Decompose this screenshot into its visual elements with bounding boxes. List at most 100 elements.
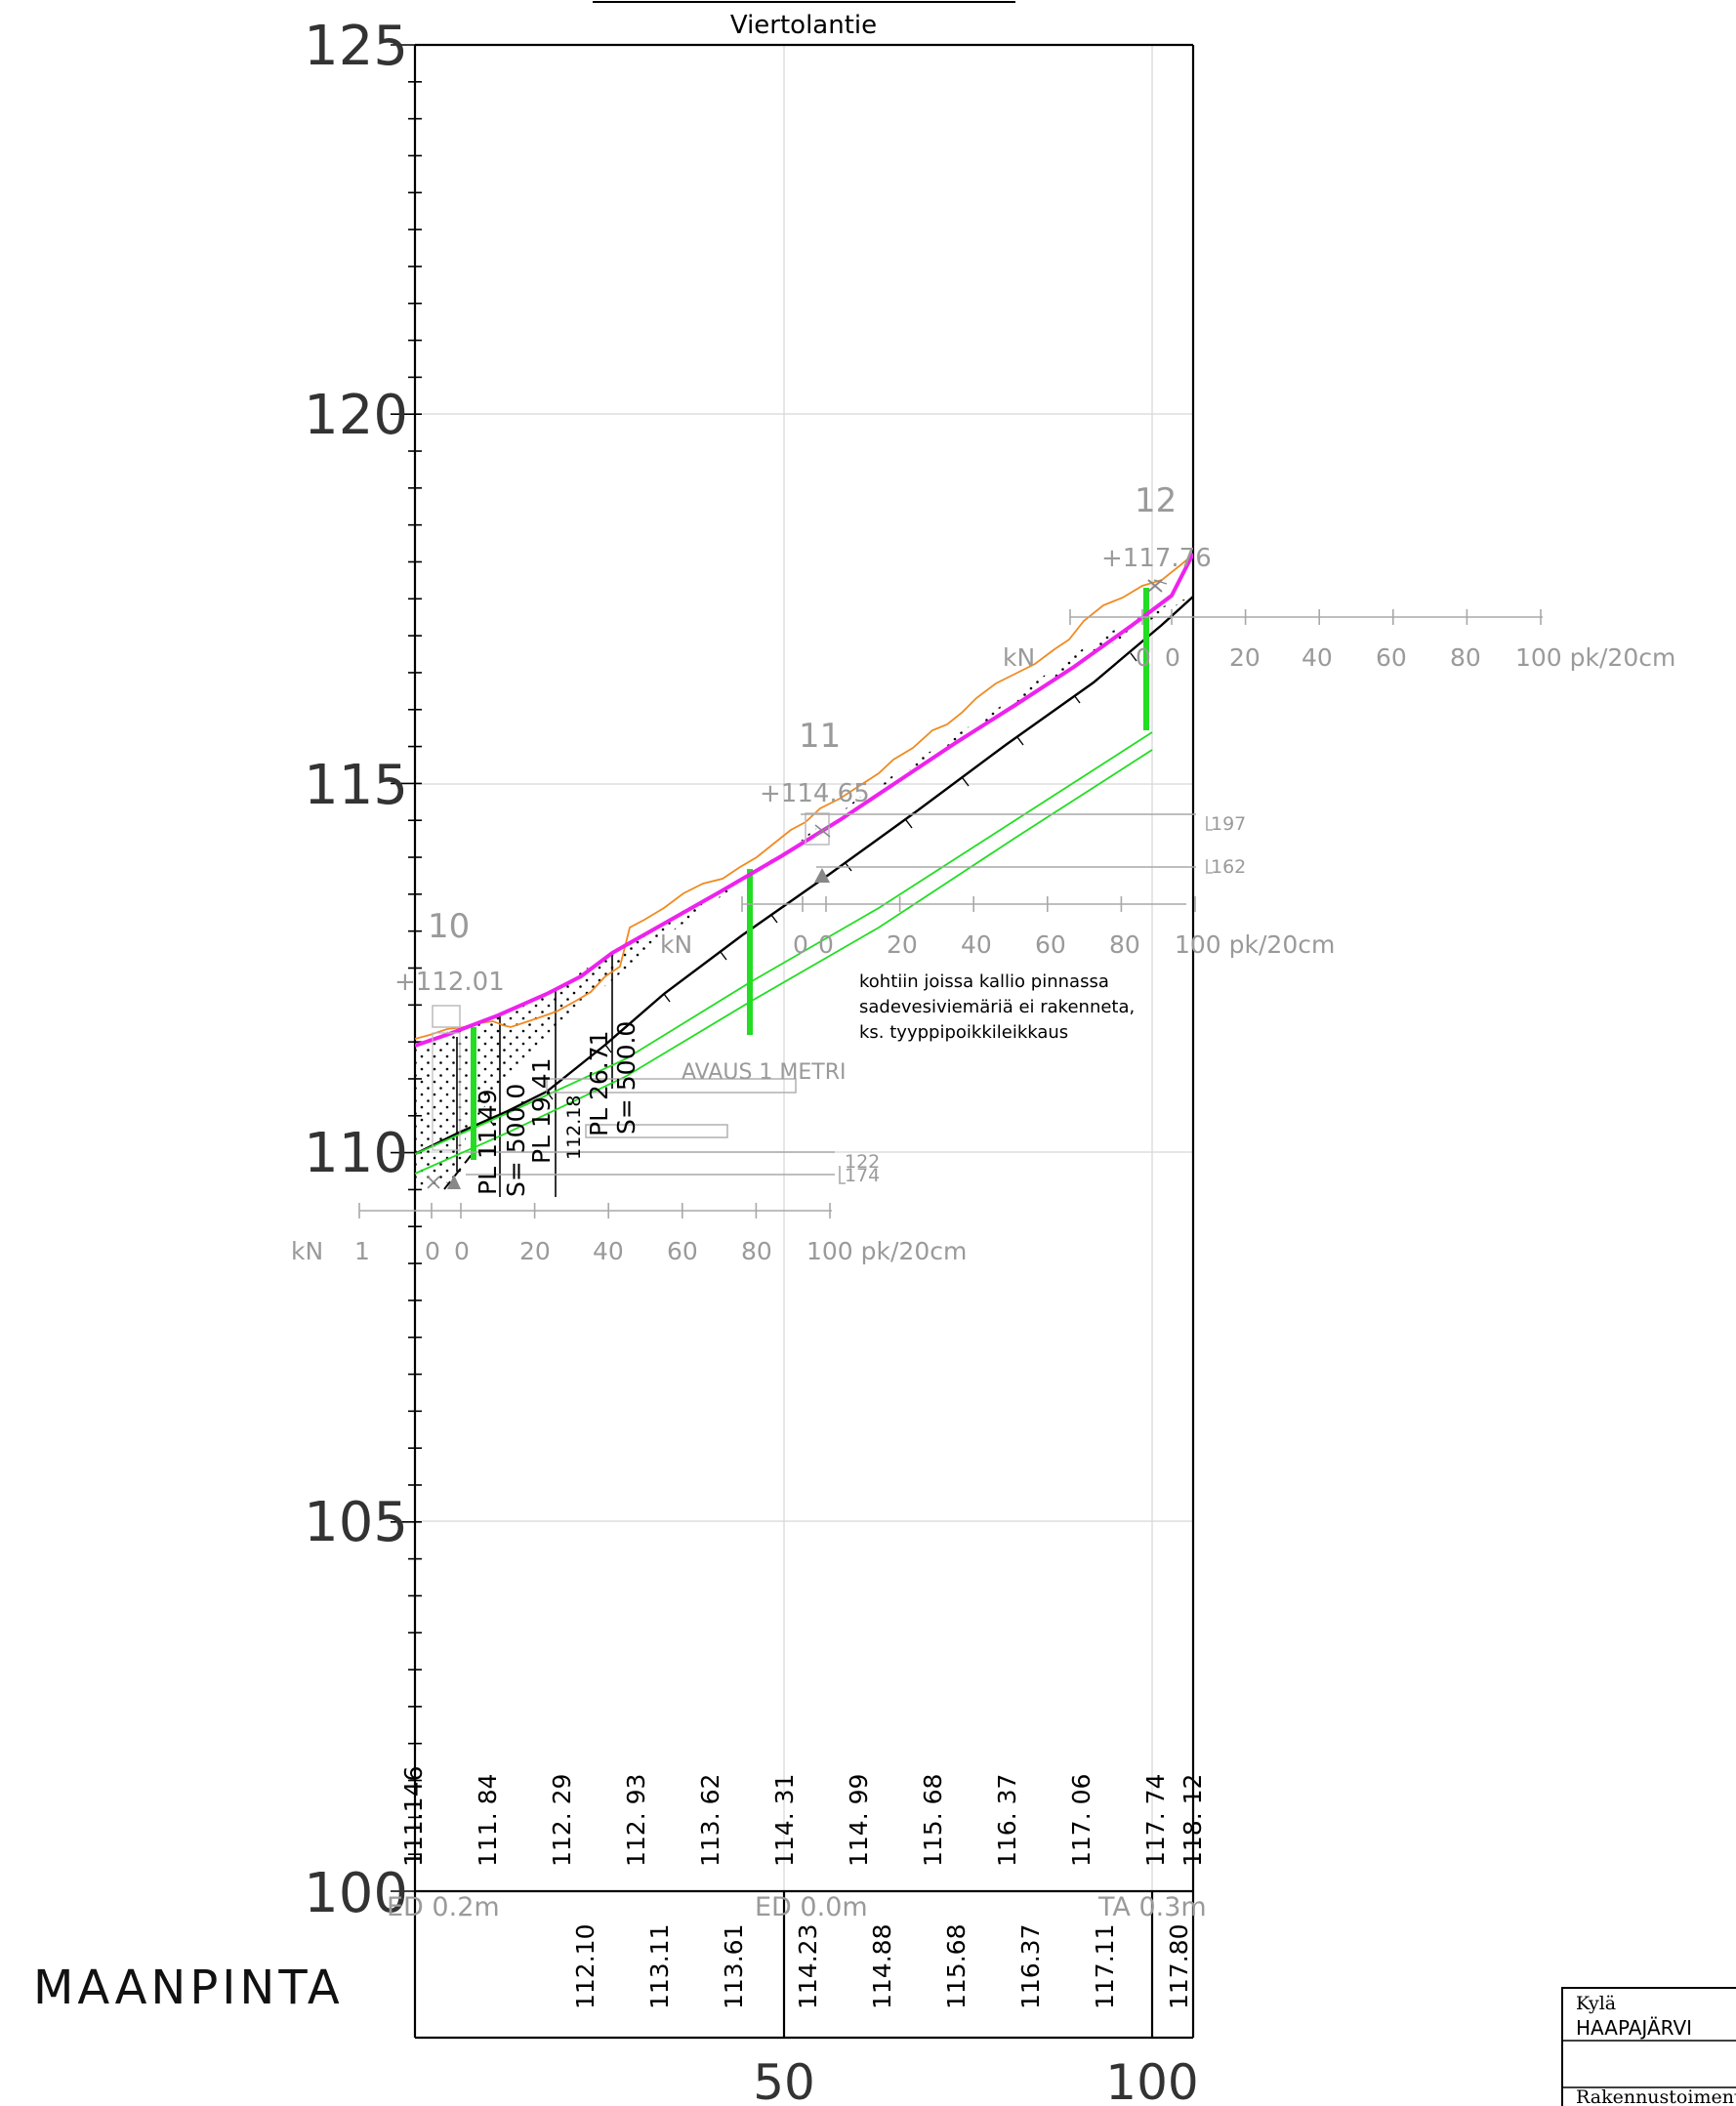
depth-markers: 197 162 122 174 — [466, 813, 1246, 1186]
note-line-3: ks. tyyppipoikkileikkaus — [859, 1022, 1068, 1043]
drawing-title: Viertolantie — [730, 11, 877, 40]
scale-11-label-40: 40 — [961, 930, 992, 959]
rock-tick — [720, 951, 727, 961]
depth-marker-197: 197 — [1211, 813, 1246, 835]
scale-10-label-40: 40 — [593, 1237, 624, 1265]
curve-label-11218: 112.18 — [563, 1095, 585, 1160]
pipe-elevation-row: 112.10 113.11 113.61 114.23 114.88 115.68 116.… — [571, 1924, 1193, 2009]
curve-label-s-500-a: S= 500.0 — [502, 1084, 530, 1197]
pipe-elevation-value: 114.88 — [868, 1924, 896, 2009]
scale-10-label-60: 60 — [667, 1237, 698, 1265]
scale-10-label-80: 80 — [741, 1237, 772, 1265]
scale-12-unit: kN — [1003, 643, 1035, 672]
scale-11-label-60: 60 — [1035, 930, 1066, 959]
rock-tick — [663, 993, 671, 1003]
pipe-elevation-value: 115.68 — [942, 1924, 971, 2009]
station-elevation-11: +114.65 — [760, 779, 870, 808]
scale-12-label-20: 20 — [1229, 643, 1261, 672]
rock-tick — [770, 914, 778, 924]
ground-elevation-value: 113. 62 — [696, 1774, 724, 1867]
curve-label-pl-1941: PL 19.41 — [527, 1057, 556, 1164]
x-tick-label-50: 50 — [753, 2054, 815, 2106]
y-tick-label-115: 115 — [304, 754, 408, 817]
ground-elevation-value: 112. 93 — [622, 1774, 650, 1867]
scale-12-label-40: 40 — [1302, 643, 1333, 672]
ground-elevation-value: 118. 12 — [1178, 1774, 1207, 1867]
y-tick-label-105: 105 — [304, 1491, 408, 1554]
rock-tick — [1073, 694, 1081, 704]
scale-12-label-80: 80 — [1450, 643, 1481, 672]
opening-box: AVAUS 1 METRI — [546, 1060, 846, 1138]
rock-tick — [1130, 652, 1137, 662]
rock-tick — [962, 777, 970, 787]
ground-line — [415, 554, 1193, 1040]
soil-label-ed-02: ED 0.2m — [387, 1892, 500, 1922]
station-elevation-10: +112.01 — [394, 968, 505, 997]
penetration-scale-11: kN 0 0 20 40 60 80 100 pk/20cm — [660, 896, 1335, 959]
station-number-11: 11 — [799, 717, 841, 756]
scale-11-unit: kN — [660, 930, 692, 959]
scale-10-unit: kN — [291, 1237, 323, 1265]
scale-12-label-0b: 0 — [1165, 643, 1180, 672]
note-line-2: sadevesiviemäriä ei rakenneta, — [859, 997, 1135, 1017]
curve-label-s-500-b: S= 500.0 — [612, 1021, 641, 1135]
x-tick-label-100: 100 — [1105, 2054, 1198, 2106]
scale-11-label-0b: 0 — [818, 930, 834, 959]
rock-tick — [905, 819, 913, 829]
soil-label-ta-03: TA 0.3m — [1097, 1892, 1207, 1922]
y-tick-label-120: 120 — [304, 384, 408, 447]
design-surface-line — [415, 553, 1193, 1048]
depth-marker-122: 122 — [845, 1151, 880, 1173]
penetration-scale-10: kN 1 0 0 20 40 60 80 100 pk/20cm — [291, 1203, 967, 1265]
scale-10-label-0a: 0 — [425, 1237, 440, 1265]
ground-elevation-value: 111. 84 — [474, 1774, 502, 1867]
ground-elevation-row: 111.146 111. 84 112. 29 112. 93 113. 62 114. … — [399, 1766, 1207, 1867]
ground-elevation-value: 117. 06 — [1067, 1774, 1095, 1867]
soil-label-ed-00: ED 0.0m — [755, 1892, 868, 1922]
pipe-elevation-value: 114.23 — [794, 1924, 822, 2009]
scale-11-label-20: 20 — [887, 930, 918, 959]
pipe-elevation-value: 116.37 — [1016, 1924, 1045, 2009]
y-tick-label-125: 125 — [304, 15, 408, 78]
section-label: MAANPINTA — [33, 1961, 344, 2015]
rock-tick — [604, 1044, 612, 1053]
scale-10-label-0b: 0 — [454, 1237, 470, 1265]
pipe-elevation-value: 113.11 — [645, 1924, 674, 2009]
scale-11-label-80: 80 — [1109, 930, 1140, 959]
curve-label-pl-1149: PL 11.49 — [474, 1089, 502, 1195]
station-elevation-12: +117.76 — [1101, 544, 1212, 573]
curve-label-pl-2671: PL 26.71 — [585, 1030, 613, 1136]
depth-marker-162: 162 — [1211, 856, 1246, 878]
scale-12-label-0a: 0 — [1136, 643, 1151, 672]
y-tick-label-110: 110 — [304, 1122, 408, 1185]
opening-label: AVAUS 1 METRI — [682, 1060, 846, 1085]
title-block: Kylä HAAPAJÄRVI Rakennustoimenpiteet — [1561, 1987, 1736, 2106]
ground-elevation-value: 112. 29 — [548, 1774, 576, 1867]
rock-line — [415, 596, 1193, 1156]
ground-elevation-value: 117. 74 — [1141, 1774, 1170, 1867]
title-block-village-label: Kylä — [1576, 1993, 1616, 2014]
ground-elevation-value: 114. 99 — [845, 1774, 873, 1867]
scale-10-label-1: 1 — [354, 1237, 370, 1265]
title-block-department: Rakennustoimenpiteet — [1576, 2086, 1736, 2106]
rock-tick — [487, 1117, 495, 1127]
scale-11-label-0a: 0 — [793, 930, 808, 959]
ground-elevation-value: 114. 31 — [770, 1774, 799, 1867]
scale-10-label-20: 20 — [519, 1237, 551, 1265]
ground-elevation-value: 111.146 — [399, 1766, 428, 1867]
title-block-village-value: HAAPAJÄRVI — [1576, 2016, 1692, 2040]
scale-12-label-60: 60 — [1376, 643, 1407, 672]
station-number-10: 10 — [428, 907, 470, 946]
depth-marker-174: 174 — [845, 1165, 880, 1186]
pipe-elevation-value: 117.11 — [1091, 1924, 1119, 2009]
scale-10-label-100: 100 pk/20cm — [806, 1237, 967, 1265]
scale-12-label-100: 100 pk/20cm — [1515, 643, 1675, 672]
ground-elevation-value: 115. 68 — [919, 1774, 947, 1867]
note-line-1: kohtiin joissa kallio pinnassa — [859, 971, 1109, 992]
scale-11-label-100: 100 pk/20cm — [1175, 930, 1335, 959]
station-number-12: 12 — [1135, 481, 1177, 520]
pipe-elevation-value: 112.10 — [571, 1924, 599, 2009]
y-tick-label-100: 100 — [304, 1862, 408, 1925]
pipe-elevation-value: 117.80 — [1165, 1924, 1193, 2009]
